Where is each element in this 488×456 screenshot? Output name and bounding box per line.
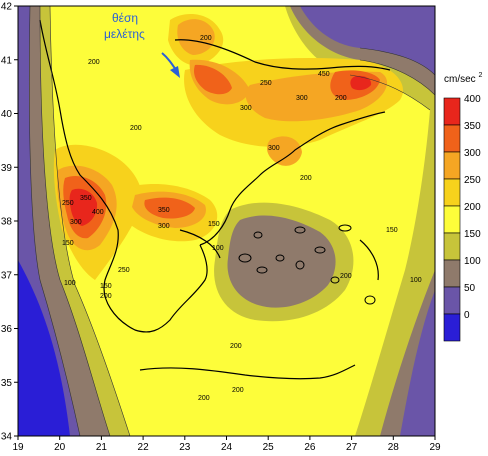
x-tick-label: 19 xyxy=(12,442,24,453)
x-tick-label: 23 xyxy=(179,442,191,453)
contour-label: 200 xyxy=(230,343,242,350)
site-label-line1: θέση xyxy=(112,11,138,25)
contour-label: 100 xyxy=(64,280,76,287)
y-tick-label: 42 xyxy=(1,2,13,13)
zone-400-west xyxy=(69,188,98,226)
x-tick-label: 28 xyxy=(388,442,400,453)
zone-300-inland xyxy=(267,136,302,166)
legend-swatch xyxy=(443,313,461,342)
zone-350-site xyxy=(194,64,232,95)
contour-label: 150 xyxy=(386,227,398,234)
legend-label: 300 xyxy=(464,148,481,159)
contour-label: 300 xyxy=(268,145,280,152)
contour-label: 450 xyxy=(318,71,330,78)
zone-300-north xyxy=(177,19,215,55)
contour-label: 200 xyxy=(232,387,244,394)
contour-label: 350 xyxy=(80,195,92,202)
legend-swatch xyxy=(443,286,461,315)
contour-label: 200 xyxy=(300,175,312,182)
legend-swatch xyxy=(443,232,461,261)
y-axis: 42 41 40 39 38 37 36 35 34 xyxy=(1,2,18,443)
contour-label: 200 xyxy=(335,95,347,102)
legend-label: 200 xyxy=(464,202,481,213)
contour-label: 200 xyxy=(340,273,352,280)
legend-swatch xyxy=(443,259,461,288)
x-tick-label: 22 xyxy=(138,442,150,453)
legend-swatch xyxy=(443,151,461,180)
x-axis: 19 20 21 22 23 24 25 26 27 28 29 xyxy=(12,436,441,453)
legend-label: 50 xyxy=(464,283,476,294)
x-tick-label: 24 xyxy=(221,442,233,453)
legend-swatch xyxy=(443,178,461,207)
y-tick-label: 34 xyxy=(1,432,13,443)
zone-50-north xyxy=(300,6,435,70)
y-tick-label: 37 xyxy=(1,270,13,281)
contour-label: 250 xyxy=(260,80,272,87)
contour-label-group: 200 250 300 350 400 150 100 200 250 300 … xyxy=(62,35,422,402)
map-plot-area: 200 250 300 350 400 150 100 200 250 300 … xyxy=(18,6,435,436)
contour-label: 150 xyxy=(62,240,74,247)
contour-label: 200 xyxy=(200,35,212,42)
y-tick-label: 38 xyxy=(1,217,13,228)
zone-400-northeast xyxy=(350,75,372,91)
x-tick-label: 21 xyxy=(96,442,108,453)
legend-label: 350 xyxy=(464,121,481,132)
y-tick-label: 39 xyxy=(1,163,13,174)
legend-label: 100 xyxy=(464,256,481,267)
x-tick-label: 26 xyxy=(304,442,316,453)
contour-label: 300 xyxy=(70,219,82,226)
x-tick-label: 29 xyxy=(429,442,441,453)
contour-label: 200 xyxy=(130,125,142,132)
contour-label: 400 xyxy=(92,209,104,216)
zone-aegean-100 xyxy=(227,215,336,308)
contour-label: 100 xyxy=(410,277,422,284)
contour-label: 200 xyxy=(100,293,112,300)
y-tick-label: 36 xyxy=(1,324,13,335)
legend: cm/sec 2 400 350 300 250 200 150 100 50 0 xyxy=(443,72,482,342)
contour-label: 300 xyxy=(158,223,170,230)
zone-350-central xyxy=(144,197,195,219)
y-tick-label: 41 xyxy=(1,55,13,66)
legend-swatch xyxy=(443,97,461,126)
contour-label: 100 xyxy=(212,245,224,252)
legend-label: 400 xyxy=(464,94,481,105)
site-label-line2: μελέτης xyxy=(104,27,145,41)
contour-label: 150 xyxy=(208,221,220,228)
y-tick-label: 40 xyxy=(1,109,13,120)
x-tick-label: 20 xyxy=(54,442,66,453)
contour-label: 300 xyxy=(296,95,308,102)
x-tick-label: 27 xyxy=(346,442,358,453)
contour-lines xyxy=(29,6,435,436)
x-tick-label: 25 xyxy=(263,442,275,453)
island-outlines xyxy=(238,224,376,305)
contour-label: 300 xyxy=(240,105,252,112)
legend-unit: cm/sec 2 xyxy=(444,72,482,85)
coastlines xyxy=(39,19,391,380)
contour-label: 250 xyxy=(62,200,74,207)
contour-label: 250 xyxy=(118,267,130,274)
legend-label: 0 xyxy=(464,310,470,321)
contour-label: 150 xyxy=(100,283,112,290)
y-tick-label: 35 xyxy=(1,378,13,389)
legend-swatch xyxy=(443,124,461,153)
contour-label: 350 xyxy=(158,207,170,214)
legend-swatch xyxy=(443,205,461,234)
contour-label: 200 xyxy=(88,59,100,66)
site-arrow-head xyxy=(170,66,180,78)
legend-label: 250 xyxy=(464,175,481,186)
legend-label: 150 xyxy=(464,229,481,240)
contour-label: 200 xyxy=(198,395,210,402)
zone-0-50 xyxy=(18,260,70,436)
